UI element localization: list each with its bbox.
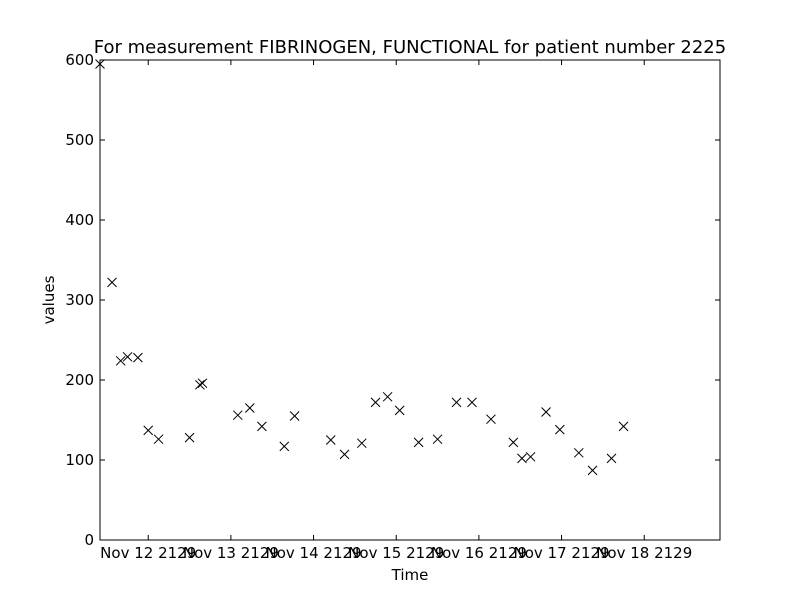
data-point <box>143 425 154 436</box>
data-point <box>525 451 536 462</box>
data-point <box>573 447 584 458</box>
data-point <box>432 434 443 445</box>
data-point <box>517 453 527 464</box>
data-point <box>541 407 551 417</box>
x-tick-label: Nov 12 2129 <box>100 544 196 562</box>
data-point <box>115 355 126 366</box>
x-tick-label: Nov 16 2129 <box>431 544 527 562</box>
data-point <box>232 410 243 421</box>
data-point <box>339 449 350 460</box>
data-point <box>289 411 300 421</box>
x-tick-label: Nov 17 2129 <box>514 544 610 562</box>
data-point <box>356 438 367 449</box>
y-tick-label: 600 <box>65 51 94 69</box>
data-point <box>486 414 496 425</box>
data-point <box>554 424 565 435</box>
x-tick-label: Nov 15 2129 <box>348 544 444 562</box>
data-point <box>370 397 381 408</box>
data-point <box>382 391 393 402</box>
y-tick-label: 500 <box>65 131 94 149</box>
points-layer <box>95 59 629 476</box>
data-point <box>451 397 462 408</box>
data-point <box>257 421 267 432</box>
data-point <box>107 277 117 288</box>
y-tick-label: 0 <box>84 531 94 549</box>
y-tick-label: 200 <box>65 371 94 389</box>
y-tick-label: 300 <box>65 291 94 309</box>
data-point <box>153 434 164 445</box>
x-tick-label: Nov 13 2129 <box>183 544 279 562</box>
data-point <box>133 352 143 363</box>
data-point <box>195 379 205 390</box>
data-point <box>184 432 195 443</box>
data-point <box>279 441 290 452</box>
x-axis-label: Time <box>391 566 429 584</box>
data-point <box>508 437 519 448</box>
y-axis-label: values <box>40 275 58 324</box>
data-point <box>394 405 405 416</box>
chart-title: For measurement FIBRINOGEN, FUNCTIONAL f… <box>94 37 726 58</box>
x-tick-label: Nov 14 2129 <box>266 544 362 562</box>
data-point <box>467 397 477 408</box>
data-point <box>197 378 208 389</box>
data-point <box>244 403 255 413</box>
y-tick-label: 400 <box>65 211 94 229</box>
x-tick-label: Nov 18 2129 <box>596 544 692 562</box>
plot-frame <box>99 59 721 541</box>
data-point <box>587 465 598 476</box>
data-point <box>325 435 336 445</box>
data-point <box>122 351 133 362</box>
data-point <box>618 421 629 432</box>
y-tick-label: 100 <box>65 451 94 469</box>
data-point <box>413 437 424 448</box>
data-point <box>606 453 617 464</box>
